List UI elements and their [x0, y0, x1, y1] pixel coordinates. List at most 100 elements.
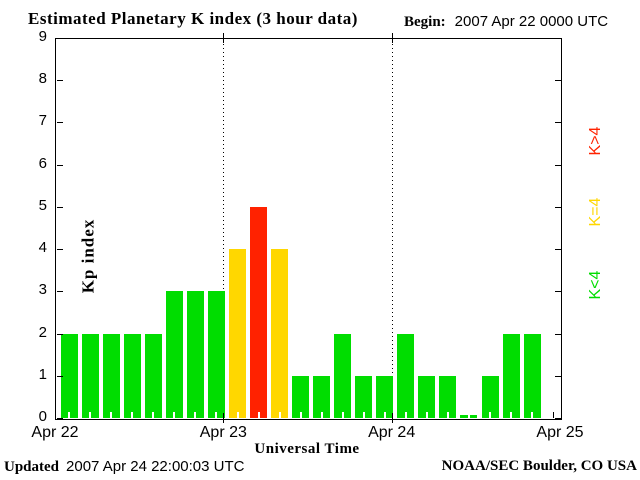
x-tick-label: Apr 22	[31, 424, 79, 441]
axis-minor-tick	[278, 412, 281, 418]
kp-bar	[439, 375, 457, 418]
day-gridline	[391, 40, 393, 418]
axis-minor-tick	[152, 412, 155, 418]
y-tick	[555, 164, 561, 166]
y-tick	[57, 38, 63, 39]
y-axis-title: Kp index	[78, 218, 98, 294]
kp-bar	[292, 375, 310, 418]
kp-bar	[271, 249, 289, 418]
axis-minor-tick	[194, 412, 197, 418]
y-tick-label: 4	[38, 239, 47, 257]
axis-minor-tick	[489, 412, 492, 418]
axis-minor-tick	[467, 415, 470, 418]
kp-bar	[102, 333, 120, 418]
y-tick	[57, 164, 63, 166]
kp-bar	[144, 333, 162, 418]
updated-value: 2007 Apr 24 22:00:03 UTC	[66, 458, 245, 475]
y-tick	[555, 122, 561, 124]
kp-bar	[186, 291, 204, 418]
axis-minor-tick	[383, 412, 386, 418]
y-tick-label: 6	[38, 154, 47, 172]
kp-bar	[123, 333, 141, 418]
y-tick	[57, 291, 63, 293]
axis-minor-tick	[425, 412, 428, 418]
axis-minor-tick	[131, 412, 134, 418]
y-tick	[57, 206, 63, 208]
axis-minor-tick	[510, 412, 513, 418]
axis-minor-tick	[531, 412, 534, 418]
begin-value: 2007 Apr 22 0000 UTC	[454, 13, 609, 30]
kp-bar	[81, 333, 99, 418]
updated-label: Updated	[4, 459, 60, 475]
axis-minor-tick	[173, 412, 176, 418]
axis-minor-tick	[257, 412, 260, 418]
y-tick	[555, 291, 561, 293]
y-tick	[57, 122, 63, 124]
y-tick	[57, 333, 63, 335]
x-axis-title: Universal Time	[254, 441, 360, 457]
legend-item-lt4: K<4	[587, 270, 604, 300]
kp-bar	[460, 415, 478, 418]
axis-minor-tick	[341, 412, 344, 418]
y-tick-label: 5	[38, 196, 47, 214]
chart-title: Estimated Planetary K index (3 hour data…	[28, 9, 358, 28]
axis-minor-tick	[362, 412, 365, 418]
kp-bar	[502, 333, 520, 418]
axis-minor-tick	[89, 412, 92, 418]
kp-bar	[418, 375, 436, 418]
x-tick-label: Apr 24	[368, 424, 416, 441]
y-tick-label: 1	[38, 365, 47, 383]
kp-bar	[355, 375, 373, 418]
day-gridline	[223, 40, 225, 418]
y-tick	[555, 38, 561, 39]
y-tick	[555, 333, 561, 335]
day-boundary-tick	[391, 33, 393, 43]
y-tick	[555, 375, 561, 377]
kp-bar	[60, 333, 78, 418]
y-tick	[555, 80, 561, 82]
plot-area: Kp index	[55, 38, 562, 420]
kp-bar	[397, 333, 415, 418]
kp-bar	[165, 291, 183, 418]
kp-bar	[376, 375, 394, 418]
y-tick	[555, 249, 561, 251]
kp-bar	[250, 206, 268, 418]
y-tick	[555, 418, 561, 419]
footer-updated: Updated 2007 Apr 24 22:00:03 UTC	[4, 458, 244, 476]
y-tick-label: 7	[38, 112, 47, 130]
axis-minor-tick	[299, 412, 302, 418]
axis-minor-tick	[404, 412, 407, 418]
y-tick	[555, 206, 561, 208]
kp-bar	[229, 249, 247, 418]
y-tick-label: 3	[38, 281, 47, 299]
kp-bar	[313, 375, 331, 418]
begin-label: Begin:	[404, 14, 446, 30]
kp-bar	[334, 333, 352, 418]
x-tick-label: Apr 23	[199, 424, 247, 441]
axis-minor-tick	[446, 412, 449, 418]
axis-minor-tick	[236, 412, 239, 418]
axis-minor-tick	[68, 412, 71, 418]
y-tick	[57, 375, 63, 377]
y-tick	[57, 249, 63, 251]
kp-bar	[207, 291, 225, 418]
kp-bar	[523, 333, 541, 418]
day-boundary-tick	[223, 33, 225, 43]
y-tick-label: 2	[38, 323, 47, 341]
axis-minor-tick	[215, 412, 218, 418]
day-boundary-tick	[223, 413, 225, 423]
y-tick-label: 9	[38, 28, 47, 45]
y-tick	[57, 418, 63, 419]
legend-item-gt4: K>4	[587, 126, 604, 156]
y-tick	[57, 80, 63, 82]
x-tick-label: Apr 25	[536, 424, 584, 441]
legend-item-eq4: K=4	[587, 197, 604, 227]
y-tick-label: 8	[38, 70, 47, 88]
y-tick-label: 0	[38, 408, 47, 425]
axis-minor-tick	[110, 412, 113, 418]
begin-row: Begin: 2007 Apr 22 0000 UTC	[404, 13, 608, 31]
x-minor-tick	[553, 412, 555, 418]
kp-bar	[481, 375, 499, 418]
credit-text: NOAA/SEC Boulder, CO USA	[441, 458, 637, 474]
